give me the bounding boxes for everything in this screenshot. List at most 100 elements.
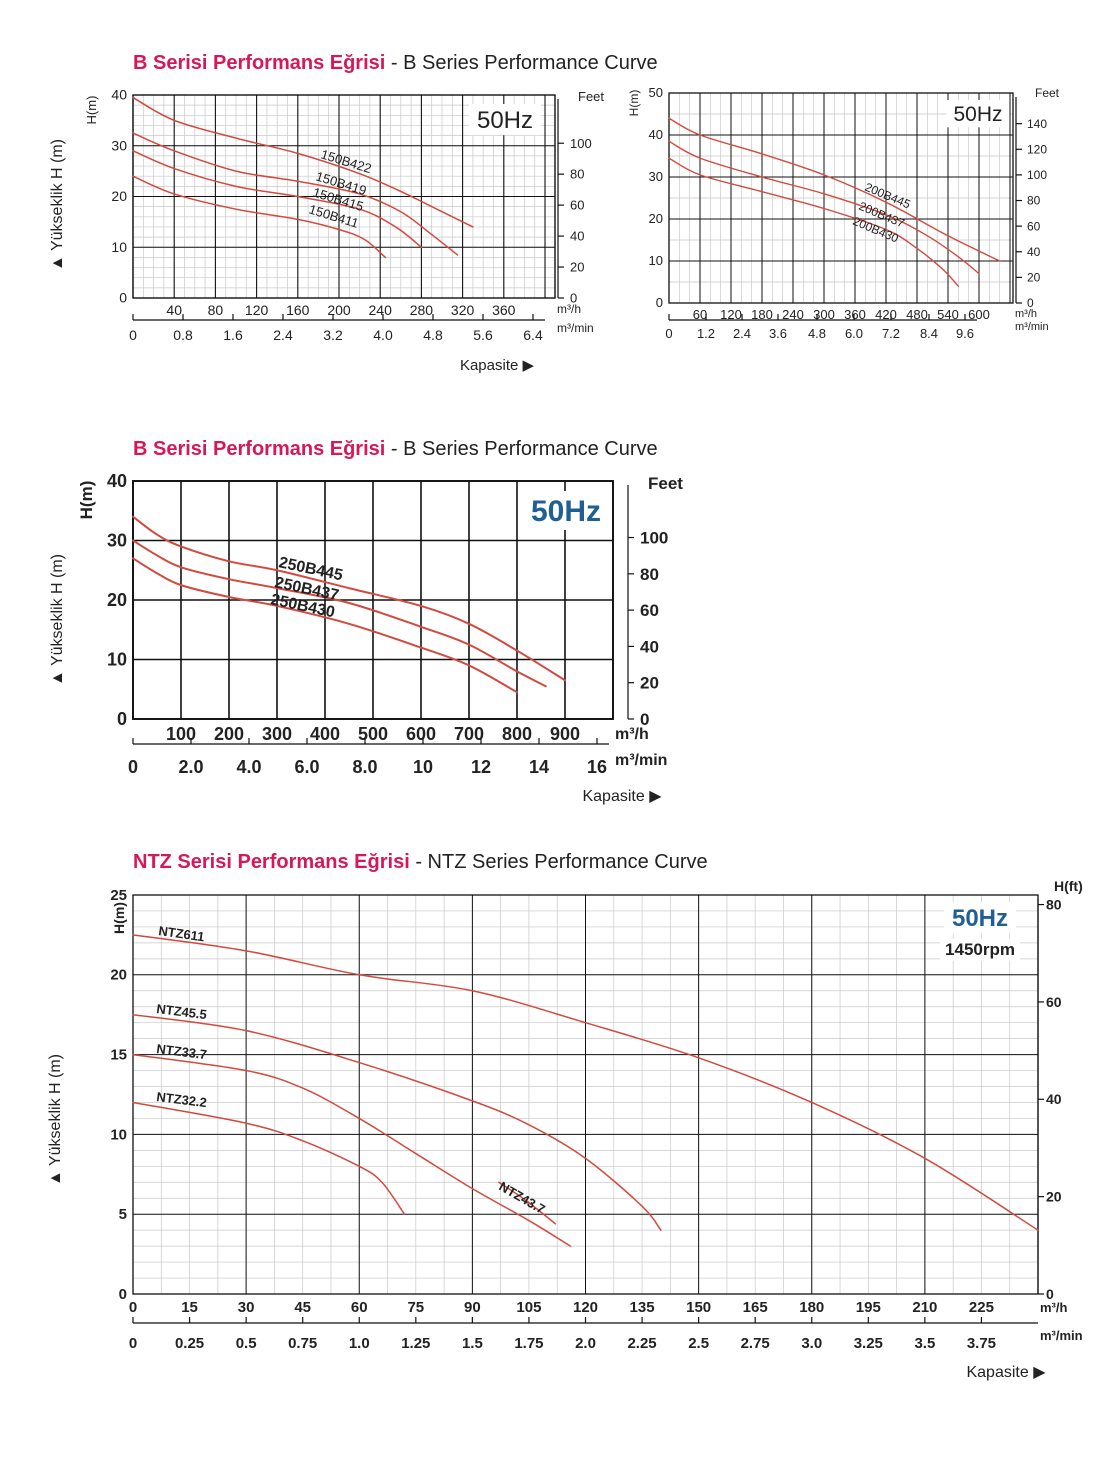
side-label: ▲ Yükseklik H (m) bbox=[49, 139, 66, 271]
x2-tick-label: 3.6 bbox=[769, 326, 787, 341]
feet-tick-label: 80 bbox=[640, 565, 659, 584]
x-tick-label: 120 bbox=[720, 307, 742, 322]
x-tick-label: 800 bbox=[502, 724, 532, 744]
y-tick-label: 30 bbox=[111, 137, 127, 153]
feet-tick-label: 100 bbox=[1027, 168, 1047, 182]
x2-tick-label: 4.8 bbox=[423, 327, 443, 343]
chart-4: 0 5 10 15 20 25 0 20 40 60 80 H(ft) 0 15 30 45 60 75 90 105… bbox=[47, 878, 1083, 1381]
x2-unit-label: m³/min bbox=[1040, 1328, 1083, 1343]
x2-unit-label: m³/min bbox=[615, 752, 667, 769]
x-tick-label: 300 bbox=[813, 307, 835, 322]
x2-tick-label: 14 bbox=[529, 757, 549, 777]
y-tick-label: 0 bbox=[656, 295, 663, 310]
y-tick-label: 5 bbox=[119, 1206, 127, 1223]
x2-unit-label: m³/min bbox=[557, 321, 594, 335]
x2-tick-label: 0.25 bbox=[175, 1335, 204, 1352]
feet-axis-title: Feet bbox=[648, 474, 683, 493]
y-tick-label: 40 bbox=[107, 471, 127, 491]
x2-tick-label: 7.2 bbox=[882, 326, 900, 341]
series-label-NTZ611: NTZ611 bbox=[158, 923, 206, 944]
x2-tick-label: 1.75 bbox=[514, 1335, 543, 1352]
section-title-en: B Series Performance Curve bbox=[403, 438, 658, 460]
x-tick-label: 240 bbox=[369, 302, 393, 318]
y-tick-label: 50 bbox=[649, 85, 663, 100]
x-tick-label: 165 bbox=[743, 1299, 768, 1316]
curve-NTZ33.7 bbox=[132, 1053, 572, 1247]
feet-tick-label: 20 bbox=[640, 674, 659, 693]
x-axis-title: Kapasite ▶ bbox=[582, 788, 662, 805]
feet-tick-label: 40 bbox=[640, 637, 659, 656]
y-axis-title: H(m) bbox=[627, 90, 641, 117]
curve-150B419 bbox=[132, 132, 459, 256]
x2-tick-label: 3.75 bbox=[967, 1335, 996, 1352]
x-tick-label: 180 bbox=[751, 307, 773, 322]
x2-tick-label: 0 bbox=[128, 757, 138, 777]
feet-tick-label: 40 bbox=[1046, 1091, 1062, 1107]
plot-frame bbox=[668, 92, 1014, 304]
feet-tick-label: 100 bbox=[570, 136, 592, 151]
section-title-separator: - bbox=[409, 851, 428, 873]
feet-tick-label: 80 bbox=[1027, 194, 1041, 208]
x2-tick-label: 4.0 bbox=[373, 327, 393, 343]
x-unit-label: m³/h bbox=[615, 726, 649, 743]
x2-tick-label: 1.0 bbox=[349, 1335, 370, 1352]
curve-NTZ32.2 bbox=[132, 1101, 406, 1215]
x-tick-label: 40 bbox=[166, 302, 182, 318]
x-unit-label: m³/h bbox=[557, 302, 581, 316]
x-tick-label: 480 bbox=[906, 307, 928, 322]
curve-250B445 bbox=[132, 515, 566, 682]
x-tick-label: 500 bbox=[358, 724, 388, 744]
x2-tick-label: 8.0 bbox=[352, 757, 377, 777]
x2-tick-label: 6.0 bbox=[845, 326, 863, 341]
x2-tick-label: 3.0 bbox=[801, 1335, 822, 1352]
y-axis-title: H(m) bbox=[77, 481, 96, 520]
x-tick-label: 120 bbox=[573, 1299, 598, 1316]
chart-2: 0 10 20 30 40 50 0 20 40 60 80 100 120 140 Feet 60 120 18… bbox=[627, 85, 1060, 341]
y-tick-label: 15 bbox=[110, 1047, 127, 1064]
series-label-NTZ32.2: NTZ32.2 bbox=[156, 1089, 208, 1110]
feet-tick-label: 0 bbox=[1027, 296, 1034, 310]
x2-tick-label: 8.4 bbox=[920, 326, 938, 341]
x2-tick-label: 3.25 bbox=[854, 1335, 883, 1352]
frequency-badge-bg bbox=[469, 104, 541, 136]
x2-tick-label: 6.0 bbox=[294, 757, 319, 777]
section-header-2: B Serisi Performans Eğrisi - B Series Pe… bbox=[133, 438, 658, 461]
chart-1: 0 10 20 30 40 0 20 40 60 80 100 Feet 40 80 120 160 200 24… bbox=[49, 87, 604, 374]
x-tick-label: 0 bbox=[129, 1299, 137, 1316]
x2-tick-label: 0.75 bbox=[288, 1335, 317, 1352]
plot-frame bbox=[132, 94, 556, 299]
x2-tick-label: 5.6 bbox=[473, 327, 493, 343]
x-tick-label: 60 bbox=[351, 1299, 368, 1316]
x2-tick-label: 0 bbox=[129, 327, 137, 343]
y-tick-label: 10 bbox=[110, 1126, 127, 1143]
frequency-badge: 50Hz bbox=[952, 905, 1008, 932]
x-tick-label: 600 bbox=[406, 724, 436, 744]
x-tick-label: 80 bbox=[208, 302, 224, 318]
section-title-separator: - bbox=[385, 438, 404, 460]
x-tick-label: 700 bbox=[454, 724, 484, 744]
x-tick-label: 200 bbox=[327, 302, 351, 318]
feet-tick-label: 100 bbox=[640, 528, 668, 547]
curve-150B422 bbox=[132, 96, 474, 228]
feet-tick-label: 120 bbox=[1027, 142, 1047, 156]
feet-tick-label: 0 bbox=[1046, 1286, 1054, 1302]
x-tick-label: 360 bbox=[492, 302, 516, 318]
frequency-badge-bg bbox=[946, 100, 1010, 128]
section-title-tr: NTZ Serisi Performans Eğrisi bbox=[133, 851, 410, 873]
y-tick-label: 10 bbox=[111, 239, 127, 255]
x-tick-label: 180 bbox=[799, 1299, 824, 1316]
x-tick-label: 280 bbox=[410, 302, 434, 318]
feet-tick-label: 80 bbox=[1046, 896, 1062, 912]
curve-200B430 bbox=[668, 157, 960, 287]
x-axis-title: Kapasite ▶ bbox=[460, 357, 535, 374]
curve-150B411 bbox=[132, 175, 387, 259]
x-tick-label: 105 bbox=[516, 1299, 541, 1316]
rpm-badge: 1450rpm bbox=[945, 940, 1015, 959]
feet-tick-label: 20 bbox=[1046, 1189, 1062, 1205]
plot-frame bbox=[132, 480, 614, 720]
x-tick-label: 45 bbox=[294, 1299, 311, 1316]
feet-tick-label: 40 bbox=[570, 229, 584, 244]
x2-tick-label: 0.8 bbox=[173, 327, 193, 343]
x-tick-label: 320 bbox=[451, 302, 475, 318]
